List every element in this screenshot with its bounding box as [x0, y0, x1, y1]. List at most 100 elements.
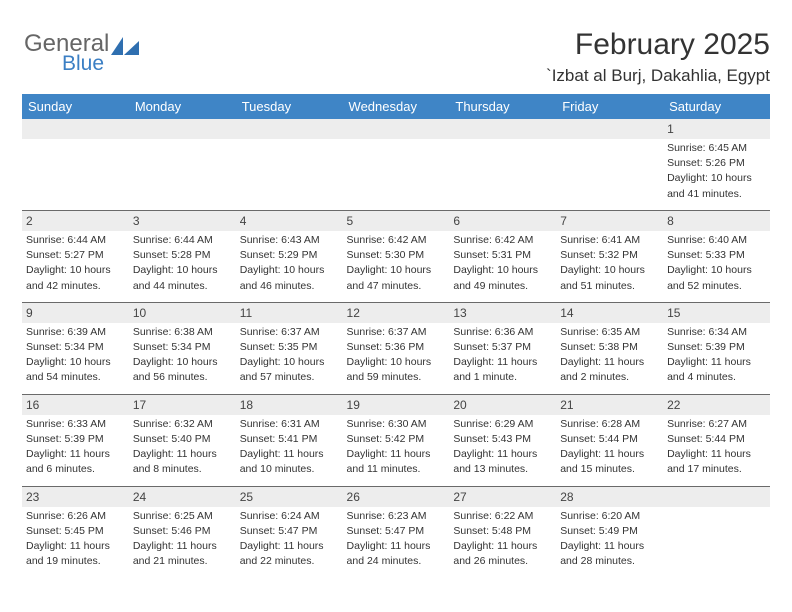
calendar-day-cell: 5Sunrise: 6:42 AMSunset: 5:30 PMDaylight…: [343, 210, 450, 302]
calendar-table: SundayMondayTuesdayWednesdayThursdayFrid…: [22, 94, 770, 577]
day-header: Saturday: [663, 94, 770, 119]
day-details: Sunrise: 6:42 AMSunset: 5:31 PMDaylight:…: [453, 233, 552, 294]
day-number: 26: [343, 487, 450, 507]
day-number: 23: [22, 487, 129, 507]
calendar-day-cell: 23Sunrise: 6:26 AMSunset: 5:45 PMDayligh…: [22, 486, 129, 577]
day-number: 10: [129, 303, 236, 323]
day-number: 13: [449, 303, 556, 323]
day-number: 5: [343, 211, 450, 231]
day-number: 24: [129, 487, 236, 507]
day-number: 25: [236, 487, 343, 507]
calendar-day-cell: 17Sunrise: 6:32 AMSunset: 5:40 PMDayligh…: [129, 394, 236, 486]
day-number: 21: [556, 395, 663, 415]
day-number: 9: [22, 303, 129, 323]
header: General Blue February 2025 `Izbat al Bur…: [22, 28, 770, 86]
calendar-day-cell: 16Sunrise: 6:33 AMSunset: 5:39 PMDayligh…: [22, 394, 129, 486]
day-details: Sunrise: 6:30 AMSunset: 5:42 PMDaylight:…: [347, 417, 446, 478]
day-number: 6: [449, 211, 556, 231]
day-details: Sunrise: 6:36 AMSunset: 5:37 PMDaylight:…: [453, 325, 552, 386]
day-number: 1: [663, 119, 770, 139]
calendar-week-row: 2Sunrise: 6:44 AMSunset: 5:27 PMDaylight…: [22, 210, 770, 302]
day-number: 18: [236, 395, 343, 415]
calendar-day-cell: 10Sunrise: 6:38 AMSunset: 5:34 PMDayligh…: [129, 302, 236, 394]
calendar-day-cell: 18Sunrise: 6:31 AMSunset: 5:41 PMDayligh…: [236, 394, 343, 486]
day-details: Sunrise: 6:38 AMSunset: 5:34 PMDaylight:…: [133, 325, 232, 386]
calendar-day-cell: 24Sunrise: 6:25 AMSunset: 5:46 PMDayligh…: [129, 486, 236, 577]
brand-logo: General Blue: [24, 30, 139, 58]
day-header: Wednesday: [343, 94, 450, 119]
day-details: Sunrise: 6:32 AMSunset: 5:40 PMDaylight:…: [133, 417, 232, 478]
day-details: Sunrise: 6:44 AMSunset: 5:28 PMDaylight:…: [133, 233, 232, 294]
calendar-day-cell: 27Sunrise: 6:22 AMSunset: 5:48 PMDayligh…: [449, 486, 556, 577]
calendar-day-cell: 6Sunrise: 6:42 AMSunset: 5:31 PMDaylight…: [449, 210, 556, 302]
calendar-day-cell: 8Sunrise: 6:40 AMSunset: 5:33 PMDaylight…: [663, 210, 770, 302]
day-details: Sunrise: 6:20 AMSunset: 5:49 PMDaylight:…: [560, 509, 659, 570]
day-details: Sunrise: 6:39 AMSunset: 5:34 PMDaylight:…: [26, 325, 125, 386]
day-details: Sunrise: 6:35 AMSunset: 5:38 PMDaylight:…: [560, 325, 659, 386]
day-header: Sunday: [22, 94, 129, 119]
day-number: 15: [663, 303, 770, 323]
day-details: Sunrise: 6:22 AMSunset: 5:48 PMDaylight:…: [453, 509, 552, 570]
calendar-day-cell: 28Sunrise: 6:20 AMSunset: 5:49 PMDayligh…: [556, 486, 663, 577]
calendar-day-cell: 13Sunrise: 6:36 AMSunset: 5:37 PMDayligh…: [449, 302, 556, 394]
calendar-day-cell: 1Sunrise: 6:45 AMSunset: 5:26 PMDaylight…: [663, 119, 770, 210]
calendar-week-row: 1Sunrise: 6:45 AMSunset: 5:26 PMDaylight…: [22, 119, 770, 210]
calendar-header-row: SundayMondayTuesdayWednesdayThursdayFrid…: [22, 94, 770, 119]
calendar-empty-cell: [449, 119, 556, 210]
day-details: Sunrise: 6:44 AMSunset: 5:27 PMDaylight:…: [26, 233, 125, 294]
day-number: 20: [449, 395, 556, 415]
location-text: `Izbat al Burj, Dakahlia, Egypt: [22, 66, 770, 86]
day-details: Sunrise: 6:43 AMSunset: 5:29 PMDaylight:…: [240, 233, 339, 294]
calendar-day-cell: 9Sunrise: 6:39 AMSunset: 5:34 PMDaylight…: [22, 302, 129, 394]
calendar-empty-cell: [556, 119, 663, 210]
day-number: 27: [449, 487, 556, 507]
calendar-day-cell: 2Sunrise: 6:44 AMSunset: 5:27 PMDaylight…: [22, 210, 129, 302]
calendar-day-cell: 20Sunrise: 6:29 AMSunset: 5:43 PMDayligh…: [449, 394, 556, 486]
calendar-day-cell: 4Sunrise: 6:43 AMSunset: 5:29 PMDaylight…: [236, 210, 343, 302]
day-details: Sunrise: 6:31 AMSunset: 5:41 PMDaylight:…: [240, 417, 339, 478]
day-number: 7: [556, 211, 663, 231]
day-details: Sunrise: 6:42 AMSunset: 5:30 PMDaylight:…: [347, 233, 446, 294]
calendar-day-cell: 12Sunrise: 6:37 AMSunset: 5:36 PMDayligh…: [343, 302, 450, 394]
calendar-day-cell: 7Sunrise: 6:41 AMSunset: 5:32 PMDaylight…: [556, 210, 663, 302]
day-details: Sunrise: 6:24 AMSunset: 5:47 PMDaylight:…: [240, 509, 339, 570]
day-details: Sunrise: 6:25 AMSunset: 5:46 PMDaylight:…: [133, 509, 232, 570]
day-details: Sunrise: 6:27 AMSunset: 5:44 PMDaylight:…: [667, 417, 766, 478]
calendar-day-cell: 11Sunrise: 6:37 AMSunset: 5:35 PMDayligh…: [236, 302, 343, 394]
day-details: Sunrise: 6:34 AMSunset: 5:39 PMDaylight:…: [667, 325, 766, 386]
calendar-empty-cell: [129, 119, 236, 210]
day-details: Sunrise: 6:37 AMSunset: 5:35 PMDaylight:…: [240, 325, 339, 386]
calendar-empty-cell: [343, 119, 450, 210]
calendar-empty-cell: [236, 119, 343, 210]
day-number: 17: [129, 395, 236, 415]
calendar-day-cell: 22Sunrise: 6:27 AMSunset: 5:44 PMDayligh…: [663, 394, 770, 486]
day-number: 16: [22, 395, 129, 415]
day-details: Sunrise: 6:26 AMSunset: 5:45 PMDaylight:…: [26, 509, 125, 570]
calendar-day-cell: 3Sunrise: 6:44 AMSunset: 5:28 PMDaylight…: [129, 210, 236, 302]
day-header: Monday: [129, 94, 236, 119]
calendar-week-row: 23Sunrise: 6:26 AMSunset: 5:45 PMDayligh…: [22, 486, 770, 577]
day-number: 4: [236, 211, 343, 231]
day-details: Sunrise: 6:29 AMSunset: 5:43 PMDaylight:…: [453, 417, 552, 478]
day-details: Sunrise: 6:28 AMSunset: 5:44 PMDaylight:…: [560, 417, 659, 478]
calendar-day-cell: 19Sunrise: 6:30 AMSunset: 5:42 PMDayligh…: [343, 394, 450, 486]
day-details: Sunrise: 6:45 AMSunset: 5:26 PMDaylight:…: [667, 141, 766, 202]
day-header: Friday: [556, 94, 663, 119]
day-number: 14: [556, 303, 663, 323]
day-number: 12: [343, 303, 450, 323]
day-header: Tuesday: [236, 94, 343, 119]
day-details: Sunrise: 6:23 AMSunset: 5:47 PMDaylight:…: [347, 509, 446, 570]
flag-icon: [111, 34, 139, 52]
day-number: 8: [663, 211, 770, 231]
day-details: Sunrise: 6:33 AMSunset: 5:39 PMDaylight:…: [26, 417, 125, 478]
calendar-week-row: 16Sunrise: 6:33 AMSunset: 5:39 PMDayligh…: [22, 394, 770, 486]
calendar-day-cell: 15Sunrise: 6:34 AMSunset: 5:39 PMDayligh…: [663, 302, 770, 394]
day-number: 3: [129, 211, 236, 231]
day-number: 19: [343, 395, 450, 415]
calendar-day-cell: 21Sunrise: 6:28 AMSunset: 5:44 PMDayligh…: [556, 394, 663, 486]
brand-word-2: Blue: [62, 52, 104, 76]
day-number: 11: [236, 303, 343, 323]
day-number: 2: [22, 211, 129, 231]
calendar-day-cell: 26Sunrise: 6:23 AMSunset: 5:47 PMDayligh…: [343, 486, 450, 577]
day-details: Sunrise: 6:41 AMSunset: 5:32 PMDaylight:…: [560, 233, 659, 294]
